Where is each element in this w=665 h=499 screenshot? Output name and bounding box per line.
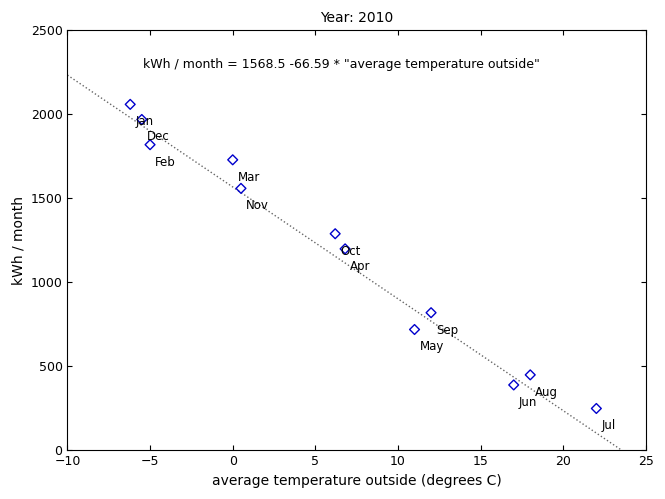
X-axis label: average temperature outside (degrees C): average temperature outside (degrees C) <box>211 474 501 488</box>
Point <box>525 371 535 379</box>
Y-axis label: kWh / month: kWh / month <box>11 196 25 285</box>
Point <box>409 325 420 333</box>
Text: Feb: Feb <box>155 156 176 169</box>
Point <box>145 141 156 149</box>
Text: May: May <box>420 340 444 353</box>
Point <box>125 100 136 108</box>
Text: Mar: Mar <box>237 171 260 184</box>
Point <box>340 245 350 253</box>
Text: Jan: Jan <box>135 115 154 128</box>
Point <box>591 405 602 413</box>
Text: Jun: Jun <box>519 396 537 409</box>
Text: Nov: Nov <box>246 199 269 212</box>
Text: Sep: Sep <box>436 324 458 337</box>
Text: kWh / month = 1568.5 -66.59 * "average temperature outside": kWh / month = 1568.5 -66.59 * "average t… <box>142 58 539 71</box>
Text: Oct: Oct <box>340 245 360 257</box>
Text: Apr: Apr <box>350 260 370 273</box>
Point <box>235 185 246 193</box>
Text: Jul: Jul <box>601 419 616 433</box>
Point <box>426 309 436 317</box>
Point <box>227 156 238 164</box>
Point <box>330 230 340 238</box>
Text: Dec: Dec <box>147 130 170 143</box>
Point <box>136 115 147 123</box>
Title: Year: 2010: Year: 2010 <box>320 11 393 25</box>
Text: Aug: Aug <box>535 386 558 399</box>
Point <box>508 381 519 389</box>
